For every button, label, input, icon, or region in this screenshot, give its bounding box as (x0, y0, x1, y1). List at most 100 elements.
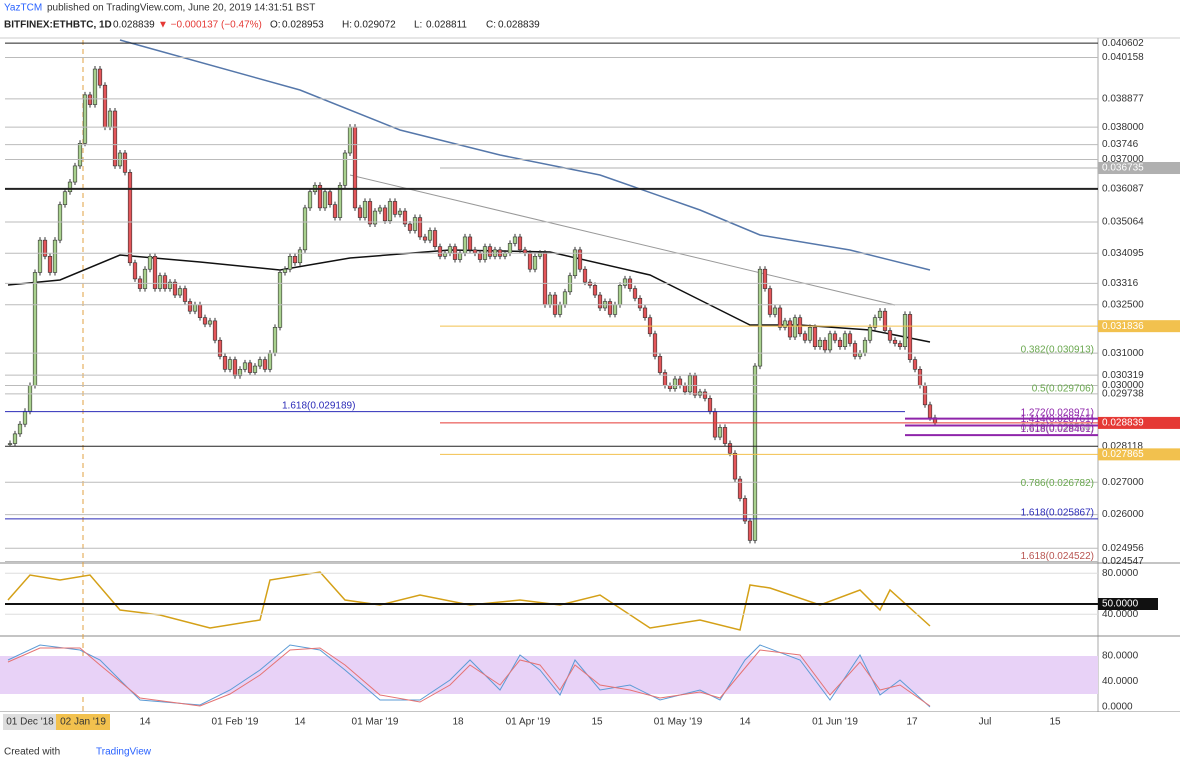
stoch-d (7, 647, 931, 707)
candle (217, 339, 223, 357)
candle (722, 427, 728, 444)
candle (617, 285, 623, 306)
candle (377, 207, 383, 212)
candle (27, 385, 33, 412)
date-axis (0, 712, 1180, 732)
candle (87, 94, 93, 105)
price-marker (1098, 416, 1180, 429)
candle (242, 362, 248, 370)
candle (897, 343, 903, 347)
y-tick-label: 0.031000 (1102, 348, 1144, 359)
candle (12, 433, 18, 444)
fib-label: 0.382(0.030913) (1021, 345, 1094, 356)
candle (487, 246, 493, 257)
rsi-tick-label: 80.0000 (1102, 568, 1139, 579)
x-tick-label: 14 (139, 717, 151, 728)
price-marker-label: 0.028839 (1102, 418, 1144, 429)
candle (142, 268, 148, 289)
candle (517, 236, 523, 251)
candle (82, 94, 88, 144)
fib-label: 1.618(0.025867) (1021, 508, 1094, 519)
candle (642, 307, 648, 318)
candle (42, 239, 48, 257)
rsi-marker (1098, 598, 1158, 610)
candle (107, 110, 113, 128)
candle (832, 333, 838, 341)
rsi-marker-label: 50.0000 (1102, 599, 1139, 610)
candle (232, 359, 238, 377)
candle (562, 291, 568, 306)
candle (882, 310, 888, 331)
candle (887, 330, 893, 341)
candle (157, 275, 163, 289)
y-tick-label: 0.034095 (1102, 248, 1144, 259)
publisher: YazTCM (4, 3, 42, 14)
fib-label: 1.618(0.028461) (1021, 424, 1094, 435)
y-tick-label: 0.030319 (1102, 370, 1144, 381)
candle (762, 268, 768, 289)
x-tick-label: 01 Feb '19 (212, 717, 259, 728)
last-price: 0.028839 (113, 20, 155, 31)
candle (407, 223, 413, 231)
candle (707, 398, 713, 412)
footer-brand: TradingView (96, 747, 152, 758)
candle (527, 252, 533, 270)
candle (37, 239, 43, 273)
y-tick-label: 0.038877 (1102, 93, 1144, 104)
candle (912, 359, 918, 370)
candle (542, 252, 548, 306)
candle (507, 243, 513, 254)
y-tick-label: 0.027000 (1102, 477, 1144, 488)
candle (742, 498, 748, 522)
date-box (56, 714, 110, 730)
y-tick-label: 0.040158 (1102, 52, 1144, 63)
candle (332, 204, 338, 218)
candle (682, 385, 688, 393)
candle (357, 207, 363, 218)
candle (267, 352, 273, 370)
candle (522, 249, 528, 254)
candle (892, 339, 898, 344)
candle (672, 378, 678, 389)
candle (372, 210, 378, 225)
candle (712, 410, 718, 438)
candle (342, 152, 348, 186)
candle (102, 84, 108, 128)
candle (337, 184, 343, 218)
candle (7, 443, 13, 445)
x-tick-label: 15 (591, 717, 603, 728)
candle (222, 356, 228, 370)
y-tick-label: 0.029738 (1102, 389, 1144, 400)
x-tick-label: 14 (739, 717, 751, 728)
candle (467, 236, 473, 251)
stoch-k (7, 644, 931, 708)
candle (802, 333, 808, 341)
candle (632, 288, 638, 299)
ma-200 (119, 39, 931, 271)
x-tick-label: 02 Jan '19 (60, 717, 106, 728)
x-tick-label: 01 Dec '18 (6, 717, 54, 728)
candle (842, 333, 848, 347)
candle (132, 262, 138, 280)
ohlc-value: 0.028953 (282, 20, 324, 31)
candle (917, 368, 923, 386)
y-tick-label: 0.03746 (1102, 139, 1139, 150)
price-marker-label: 0.036735 (1102, 163, 1144, 174)
candle (687, 375, 693, 393)
candle (772, 307, 778, 315)
candle (572, 249, 578, 276)
x-tick-label: 01 Apr '19 (506, 717, 551, 728)
candle (152, 256, 158, 289)
candle (387, 201, 393, 222)
candle (187, 301, 193, 312)
candle (72, 165, 78, 183)
candle (847, 333, 853, 344)
ohlc-key: L: (414, 20, 422, 31)
candle (327, 191, 333, 205)
candle (767, 288, 773, 315)
y-tick-label: 0.037000 (1102, 154, 1144, 165)
candle (782, 320, 788, 328)
candle (167, 281, 173, 289)
